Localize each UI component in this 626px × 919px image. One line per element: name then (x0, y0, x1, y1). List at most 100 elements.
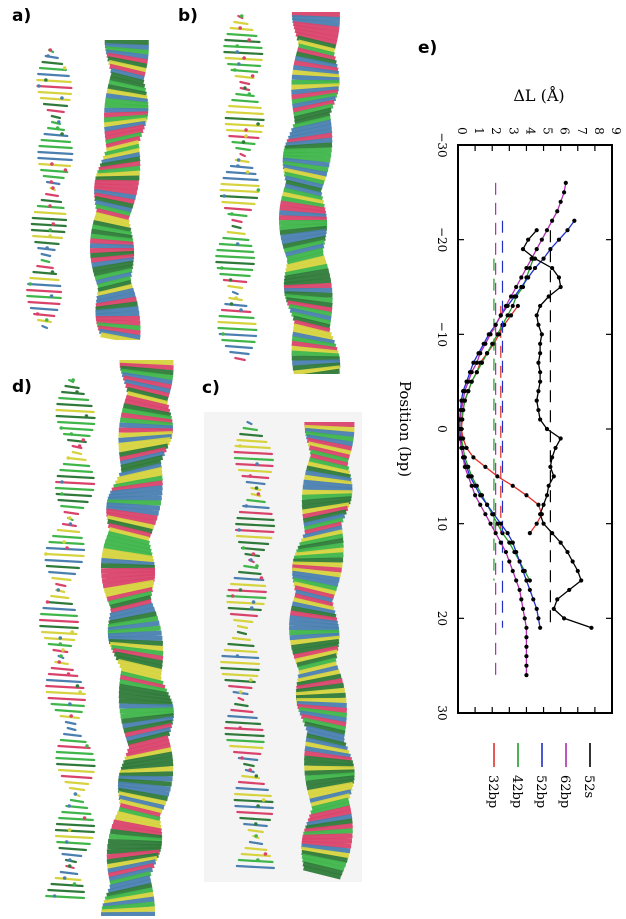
data-point (534, 521, 539, 526)
base-pair-block (307, 781, 354, 796)
base-pair-block (290, 635, 340, 646)
dna-render-c (220, 420, 355, 880)
base-pair-block (294, 111, 331, 126)
base-pair-block (306, 465, 351, 480)
data-point (488, 332, 493, 337)
base-pair-block (125, 742, 171, 759)
atom-dot (60, 480, 64, 484)
data-point (550, 265, 555, 271)
base-pair-block (293, 103, 334, 118)
atom-dot (48, 234, 52, 238)
data-point (579, 578, 584, 583)
base-pair-block (302, 502, 350, 515)
base-pair-block (94, 192, 135, 205)
atom-dot (254, 486, 259, 490)
base-pair-block (284, 183, 323, 198)
data-point (538, 351, 543, 356)
base-pair-stick (26, 288, 63, 294)
base-pair-block (104, 127, 144, 141)
data-point (526, 237, 531, 242)
data-point (524, 635, 529, 640)
base-pair-block (306, 729, 345, 744)
atom-dot (248, 768, 252, 772)
atom-dot (44, 552, 48, 556)
data-point (519, 597, 524, 602)
base-pair-block (93, 185, 138, 196)
base-pair-block (308, 445, 350, 460)
base-pair-stick (233, 750, 262, 756)
base-pair-stick (247, 828, 264, 834)
data-point (541, 502, 546, 507)
base-pair-stick (45, 546, 86, 552)
data-point (550, 218, 555, 223)
data-point (466, 474, 471, 479)
atom-dot (263, 852, 268, 856)
atom-dot (240, 756, 244, 760)
base-pair-stick (221, 200, 256, 206)
base-pair-stick (61, 852, 83, 858)
base-pair-block (103, 114, 148, 123)
atom-dot (60, 132, 64, 136)
base-pair-stick (37, 90, 73, 96)
base-pair-block (102, 576, 155, 589)
y-tick-label: 9 (609, 127, 623, 135)
base-pair-block (293, 107, 332, 122)
atom-dot (45, 246, 49, 250)
base-pair-block (305, 772, 355, 781)
data-point (484, 502, 490, 507)
base-pair-block (95, 292, 136, 305)
base-pair-stick (233, 456, 275, 462)
base-pair-block (300, 713, 347, 728)
base-pair-block (96, 283, 134, 298)
base-pair-block (292, 99, 335, 114)
base-pair-stick (235, 864, 275, 870)
base-pair-stick (226, 600, 265, 606)
atom-dot (236, 164, 240, 168)
atom-dot (243, 86, 247, 90)
atom-dot (65, 546, 69, 550)
data-point (520, 606, 526, 611)
base-pair-block (292, 315, 331, 330)
base-pair-stick (231, 98, 259, 104)
atom-dot (261, 798, 266, 802)
base-pair-block (114, 814, 162, 830)
base-pair-block (281, 232, 327, 245)
data-point (520, 247, 526, 252)
dna-strand (26, 48, 74, 330)
atom-dot (63, 168, 68, 172)
data-point (524, 663, 529, 668)
base-pair-block (108, 590, 153, 607)
base-pair-block (293, 319, 331, 334)
base-pair-stick (55, 408, 95, 414)
data-point (536, 616, 541, 621)
atom-dot (67, 804, 71, 808)
base-pair-block (110, 67, 145, 81)
x-tick-label: −10 (435, 322, 449, 347)
base-pair-stick (64, 720, 77, 726)
data-point (462, 389, 467, 394)
data-point (561, 190, 567, 195)
base-pair-stick (248, 840, 264, 846)
base-pair-stick (31, 216, 68, 222)
base-pair-stick (54, 660, 69, 666)
atom-dot (230, 594, 235, 598)
legend-label: 32bp (485, 775, 500, 808)
data-point (555, 597, 560, 602)
base-pair-block (299, 710, 347, 723)
base-pair-stick (237, 468, 272, 474)
atom-dot (235, 50, 239, 54)
base-pair-block (291, 570, 340, 583)
base-pair-block (284, 175, 324, 190)
base-pair-stick (50, 702, 85, 708)
base-pair-stick (237, 540, 270, 546)
base-pair-block (118, 806, 161, 822)
atom-dot (251, 600, 256, 604)
base-pair-block (117, 658, 163, 675)
atom-dot (57, 660, 61, 664)
base-pair-stick (59, 426, 94, 432)
base-pair-block (280, 228, 327, 241)
base-pair-block (308, 457, 350, 472)
base-pair-stick (64, 384, 80, 390)
base-pair-block (123, 719, 173, 734)
atom-dot (75, 684, 80, 688)
